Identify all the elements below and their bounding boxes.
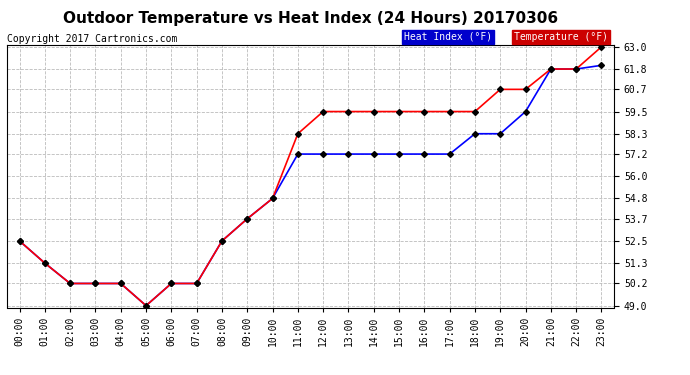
- Text: Heat Index (°F): Heat Index (°F): [404, 32, 492, 42]
- Text: Outdoor Temperature vs Heat Index (24 Hours) 20170306: Outdoor Temperature vs Heat Index (24 Ho…: [63, 11, 558, 26]
- Text: Temperature (°F): Temperature (°F): [514, 32, 608, 42]
- Text: Copyright 2017 Cartronics.com: Copyright 2017 Cartronics.com: [7, 34, 177, 44]
